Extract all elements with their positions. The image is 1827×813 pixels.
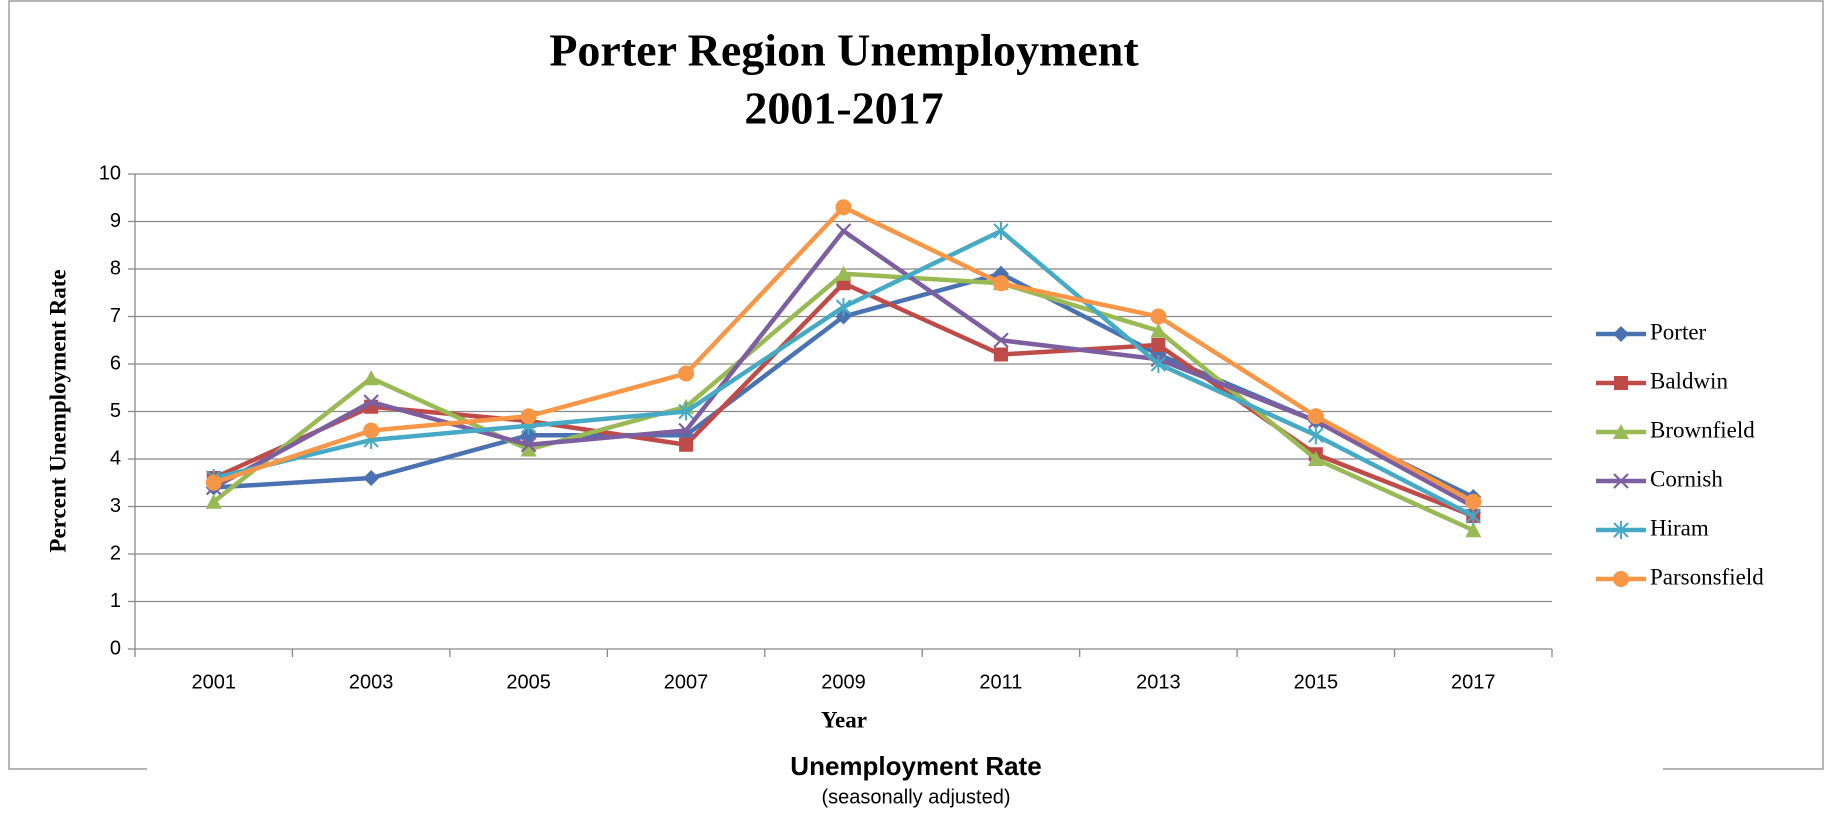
marker	[1613, 571, 1629, 587]
x-tick-label: 2007	[664, 671, 709, 693]
marker	[1150, 308, 1167, 325]
legend-label: Baldwin	[1650, 368, 1728, 393]
marker	[993, 347, 1008, 362]
y-tick-label: 4	[110, 447, 121, 469]
x-tick-label: 2009	[821, 671, 866, 693]
y-tick-label: 6	[110, 352, 121, 374]
y-tick-label: 3	[110, 495, 121, 517]
x-tick-label: 2003	[349, 671, 394, 693]
marker	[1613, 521, 1629, 539]
caption-note: (seasonally adjusted)	[822, 786, 1011, 808]
marker	[1614, 376, 1628, 390]
marker	[835, 223, 852, 239]
marker	[363, 370, 380, 386]
legend-label: Hiram	[1650, 515, 1709, 540]
y-tick-label: 1	[110, 590, 121, 612]
marker	[520, 408, 537, 425]
legend-label: Parsonsfield	[1650, 564, 1764, 589]
chart-title: Porter Region Unemployment	[549, 25, 1139, 76]
marker	[678, 422, 694, 439]
y-tick-label: 0	[110, 637, 121, 659]
marker	[520, 441, 537, 457]
marker	[205, 474, 222, 491]
y-tick-label: 7	[110, 305, 121, 327]
x-tick-label: 2017	[1451, 671, 1496, 693]
y-tick-label: 2	[110, 542, 121, 564]
marker	[835, 308, 852, 325]
y-tick-label: 5	[110, 400, 121, 422]
marker	[835, 265, 852, 281]
marker	[363, 470, 380, 486]
x-tick-label: 2013	[1136, 671, 1181, 693]
marker	[205, 493, 222, 509]
chart-subtitle: 2001-2017	[744, 83, 943, 134]
marker	[993, 222, 1009, 240]
legend-label: Porter	[1650, 319, 1707, 344]
marker	[1150, 322, 1167, 338]
y-tick-label: 10	[99, 162, 121, 184]
marker	[363, 422, 380, 439]
marker	[835, 298, 852, 316]
marker	[679, 437, 694, 452]
marker	[835, 199, 852, 216]
marker	[1465, 493, 1482, 510]
y-axis-title: Percent Unemployment Rate	[45, 269, 70, 552]
marker	[1465, 507, 1481, 525]
marker	[1613, 473, 1629, 489]
marker	[1308, 426, 1324, 445]
chart-frame	[8, 0, 1824, 770]
marker	[363, 394, 379, 410]
marker	[993, 332, 1009, 349]
marker	[992, 275, 1009, 292]
x-tick-label: 2001	[191, 671, 236, 693]
marker	[520, 436, 537, 453]
caption-title: Unemployment Rate	[790, 751, 1041, 781]
series-line	[213, 205, 1475, 504]
x-axis-title: Year	[821, 707, 867, 732]
y-tick-label: 8	[110, 257, 121, 279]
marker	[1307, 408, 1324, 425]
marker	[678, 402, 694, 421]
marker	[1613, 326, 1629, 342]
x-tick-label: 2005	[506, 671, 551, 693]
marker	[1613, 424, 1629, 439]
y-tick-label: 9	[110, 210, 121, 232]
x-tick-label: 2015	[1294, 671, 1339, 693]
marker	[1151, 338, 1166, 352]
marker	[1465, 522, 1482, 538]
legend-label: Brownfield	[1650, 417, 1755, 442]
x-tick-label: 2011	[979, 671, 1022, 693]
legend-label: Cornish	[1650, 466, 1723, 491]
marker	[1150, 355, 1167, 373]
marker	[678, 365, 695, 382]
marker	[1307, 451, 1324, 466]
